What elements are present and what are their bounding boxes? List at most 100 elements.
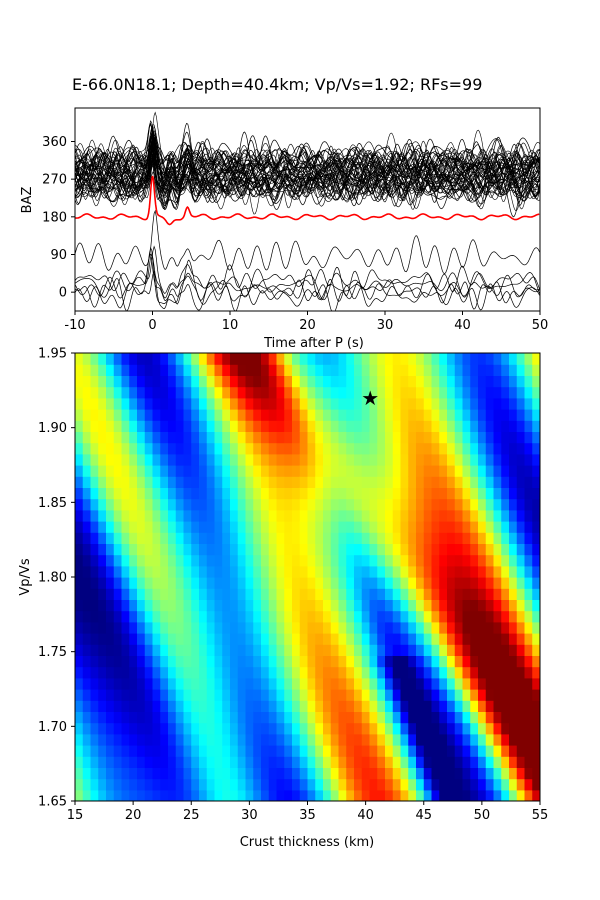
heatmap-cell xyxy=(144,677,154,690)
heatmap-cell xyxy=(237,789,247,801)
heatmap-cell xyxy=(485,565,495,578)
heatmap-cell xyxy=(454,543,464,556)
heatmap-cell xyxy=(129,610,138,623)
heatmap-cell xyxy=(485,767,495,780)
heatmap-cell xyxy=(222,465,231,477)
heatmap-cell xyxy=(493,386,502,399)
heatmap-cell xyxy=(106,420,115,432)
heatmap-cell xyxy=(478,745,487,757)
heatmap-cell xyxy=(478,621,487,634)
heatmap-cell xyxy=(447,453,456,466)
heatmap-cell xyxy=(307,442,316,455)
heatmap-cell xyxy=(478,386,487,399)
heatmap-cell xyxy=(121,386,130,399)
heatmap-cell xyxy=(206,689,216,701)
heatmap-cell xyxy=(439,666,448,679)
heatmap-cell xyxy=(199,644,208,656)
heatmap-cell xyxy=(369,453,378,466)
heatmap-cell xyxy=(323,397,332,410)
heatmap-cell xyxy=(462,733,471,746)
heatmap-cell xyxy=(369,487,378,500)
heatmap-cell xyxy=(338,509,347,522)
heatmap-cell xyxy=(191,532,200,544)
heatmap-cell xyxy=(222,577,231,589)
heatmap-cell xyxy=(292,767,301,780)
heatmap-cell xyxy=(330,409,340,421)
heatmap-cell xyxy=(199,554,208,567)
heatmap-cell xyxy=(454,722,464,735)
heatmap-cell xyxy=(144,778,154,791)
heatmap-cell xyxy=(493,521,502,533)
heatmap-cell xyxy=(222,733,231,746)
rf-stack xyxy=(75,175,540,226)
heatmap-cell xyxy=(478,397,487,410)
heatmap-cell xyxy=(501,745,510,757)
heatmap-cell xyxy=(532,610,540,623)
heatmap-cell xyxy=(214,543,223,556)
heatmap-cell xyxy=(392,353,402,365)
heatmap-cell xyxy=(82,700,92,712)
heatmap-cell xyxy=(431,476,440,488)
x-tick-label: 35 xyxy=(299,808,316,823)
heatmap-cell xyxy=(160,532,169,544)
heatmap-cell xyxy=(338,733,347,746)
heatmap-cell xyxy=(439,778,448,791)
heatmap-cell xyxy=(82,442,92,455)
heatmap-cell xyxy=(416,397,425,410)
heatmap-cell xyxy=(377,733,386,746)
heatmap-cell xyxy=(385,487,394,500)
heatmap-cell xyxy=(377,442,386,455)
heatmap-cell xyxy=(346,610,355,623)
heatmap-cell xyxy=(400,543,409,556)
heatmap-cell xyxy=(222,554,231,567)
heatmap-cell xyxy=(121,767,130,780)
heatmap-cell xyxy=(447,353,456,365)
heatmap-cell xyxy=(284,700,293,712)
heatmap-cell xyxy=(361,453,371,466)
heatmap-cell xyxy=(144,633,154,645)
heatmap-cell xyxy=(470,487,479,500)
x-tick-label: 30 xyxy=(377,318,394,333)
heatmap-cell xyxy=(493,599,502,612)
heatmap-cell xyxy=(330,532,340,544)
rf-trace xyxy=(75,171,540,210)
heatmap-cell xyxy=(276,610,285,623)
heatmap-cell xyxy=(501,509,510,522)
heatmap-cell xyxy=(423,588,433,600)
heatmap-cell xyxy=(315,588,324,600)
heatmap-cell xyxy=(152,655,161,668)
heatmap-cell xyxy=(532,621,540,634)
heatmap-cell xyxy=(323,700,332,712)
heatmap-cell xyxy=(129,386,138,399)
heatmap-cell xyxy=(276,633,285,645)
heatmap-cell xyxy=(439,375,448,388)
heatmap-cell xyxy=(98,621,107,634)
heatmap-cell xyxy=(462,431,471,444)
heatmap-cell xyxy=(276,767,285,780)
heatmap-cell xyxy=(354,655,363,668)
heatmap-cell xyxy=(354,745,363,757)
heatmap-cell xyxy=(346,364,355,376)
heatmap-cell xyxy=(361,610,371,623)
heatmap-cell xyxy=(485,420,495,432)
heatmap-cell xyxy=(106,375,115,388)
heatmap-cell xyxy=(354,644,363,656)
heatmap-cell xyxy=(338,756,347,768)
heatmap-cell xyxy=(385,453,394,466)
heatmap-cell xyxy=(113,364,123,376)
heatmap-cell xyxy=(230,476,239,488)
heatmap-cell xyxy=(284,409,293,421)
heatmap-cell xyxy=(237,521,247,533)
heatmap-cell xyxy=(315,756,324,768)
heatmap-cell xyxy=(400,453,409,466)
heatmap-cell xyxy=(369,689,378,701)
heatmap-cell xyxy=(447,431,456,444)
heatmap-cell xyxy=(524,644,533,656)
heatmap-cell xyxy=(90,521,99,533)
heatmap-cell xyxy=(470,420,479,432)
heatmap-cell xyxy=(106,532,115,544)
heatmap-cell xyxy=(478,700,487,712)
heatmap-cell xyxy=(183,577,192,589)
heatmap-cell xyxy=(230,745,239,757)
heatmap-cell xyxy=(385,431,394,444)
